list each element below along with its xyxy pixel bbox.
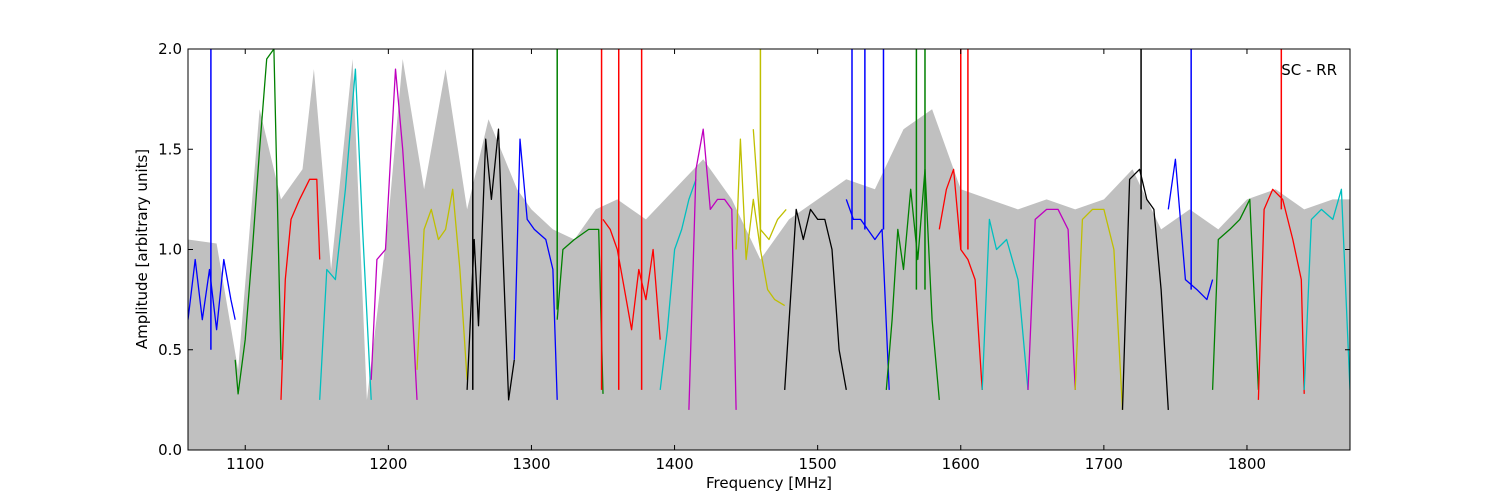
- series-line-3: [280, 178, 321, 400]
- y-tick-label: 1.0: [158, 241, 182, 259]
- series-line-6: [416, 188, 468, 380]
- series-line-21: [1074, 208, 1124, 410]
- series-line-25: [1257, 188, 1305, 400]
- series-line-7: [466, 128, 515, 401]
- series-line-26: [1303, 188, 1350, 390]
- tick-layer: 1100 1200 1300 1400 1500 1600 1700 1800 0.0 0.5 1.…: [158, 40, 1350, 473]
- data-layer: [188, 49, 1350, 450]
- x-tick-label: 1400: [655, 455, 693, 473]
- series-line-19: [981, 218, 1029, 390]
- x-axis-label: Frequency [MHz]: [706, 474, 832, 492]
- x-tick-label: 1500: [799, 455, 837, 473]
- series-line-22: [1121, 168, 1169, 410]
- series-line-24: [1211, 198, 1260, 390]
- series-line-14: [752, 129, 787, 241]
- y-tick-label: 2.0: [158, 40, 182, 58]
- series-line-1: [188, 258, 236, 331]
- series-line-16: [845, 199, 890, 390]
- x-tick-label: 1200: [369, 455, 407, 473]
- y-tick-label: 0.5: [158, 341, 182, 359]
- plot-frame: [187, 48, 1351, 451]
- y-tick-label: 0.0: [158, 441, 182, 459]
- y-tick-label: 1.5: [158, 140, 182, 158]
- series-line-11: [659, 179, 697, 390]
- series-line-5: [370, 68, 418, 400]
- series-line-10: [602, 219, 661, 340]
- x-tick-label: 1100: [226, 455, 264, 473]
- series-line-20: [1027, 208, 1076, 390]
- series-line-12: [688, 128, 737, 410]
- envelope-area: [188, 59, 1350, 450]
- x-tick-label: 1700: [1085, 455, 1123, 473]
- x-tick-label: 1800: [1228, 455, 1266, 473]
- series-line-15: [784, 208, 847, 391]
- series-line-13: [735, 138, 786, 307]
- chart-annotation: SC - RR: [1281, 61, 1337, 79]
- series-line-17: [885, 168, 940, 400]
- y-axis-label: Amplitude [arbitrary units]: [133, 149, 151, 349]
- series-line-2: [234, 49, 282, 395]
- series-line-9: [556, 228, 604, 394]
- x-tick-label: 1600: [942, 455, 980, 473]
- series-line-8: [513, 138, 558, 400]
- x-tick-label: 1300: [512, 455, 550, 473]
- series-line-4: [319, 68, 372, 400]
